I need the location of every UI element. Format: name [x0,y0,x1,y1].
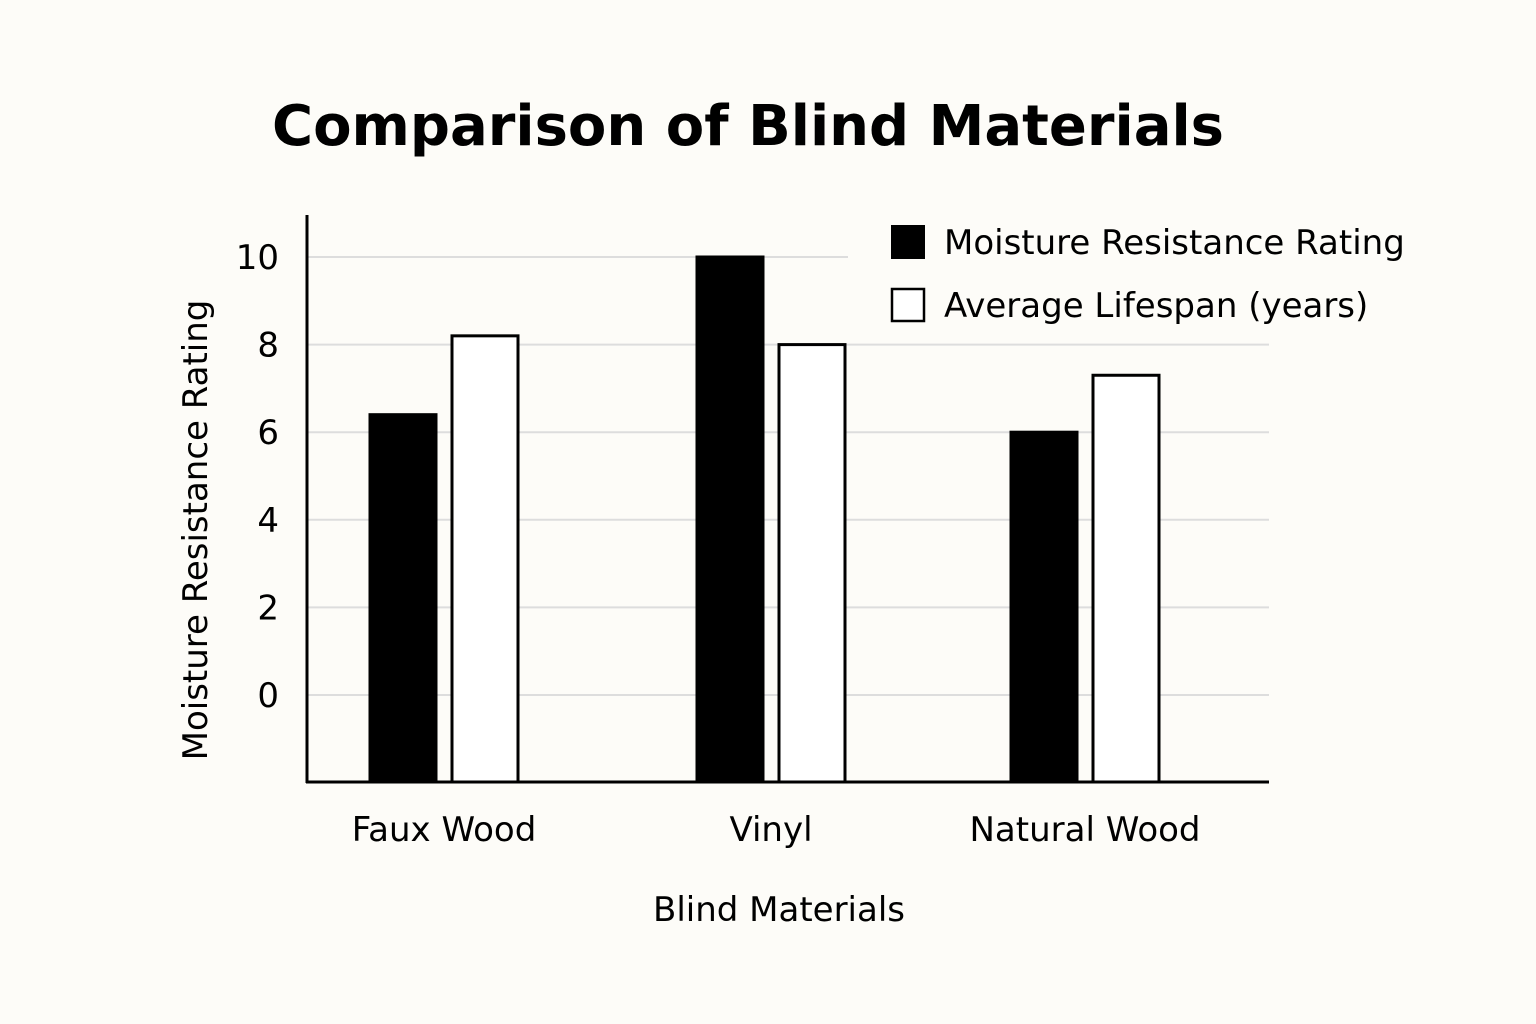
legend-label-moisture: Moisture Resistance Rating [944,223,1405,263]
bar-vinyl-moisture [695,255,765,784]
y-tick-labels: 0 2 4 6 8 10 [236,238,279,716]
y-tick-label: 4 [257,501,279,541]
legend: Moisture Resistance Rating Average Lifes… [890,223,1405,326]
x-category-label-vinyl: Vinyl [729,810,812,850]
x-axis-label: Blind Materials [653,890,905,930]
legend-label-lifespan: Average Lifespan (years) [944,286,1368,326]
y-tick-label: 8 [257,326,279,366]
y-tick-label: 2 [257,588,279,628]
y-axis-label: Moisture Resistance Rating [176,300,216,761]
x-category-label-faux-wood: Faux Wood [352,810,537,850]
bar-natural-wood-moisture [1009,430,1079,784]
bar-faux-wood-lifespan [450,334,520,784]
y-tick-label: 6 [257,413,279,453]
y-tick-label: 10 [236,238,279,278]
chart-title: Comparison of Blind Materials [272,94,1224,159]
bar-natural-wood-lifespan [1091,373,1161,784]
bar-vinyl-lifespan [777,343,847,784]
x-category-label-natural-wood: Natural Wood [969,810,1200,850]
y-tick-label: 0 [257,676,279,716]
legend-swatch-moisture [891,225,925,259]
bar-faux-wood-moisture [368,413,438,784]
legend-swatch-lifespan [890,287,926,323]
x-category-labels: Faux Wood Vinyl Natural Wood [352,810,1201,850]
bars [368,255,1161,784]
